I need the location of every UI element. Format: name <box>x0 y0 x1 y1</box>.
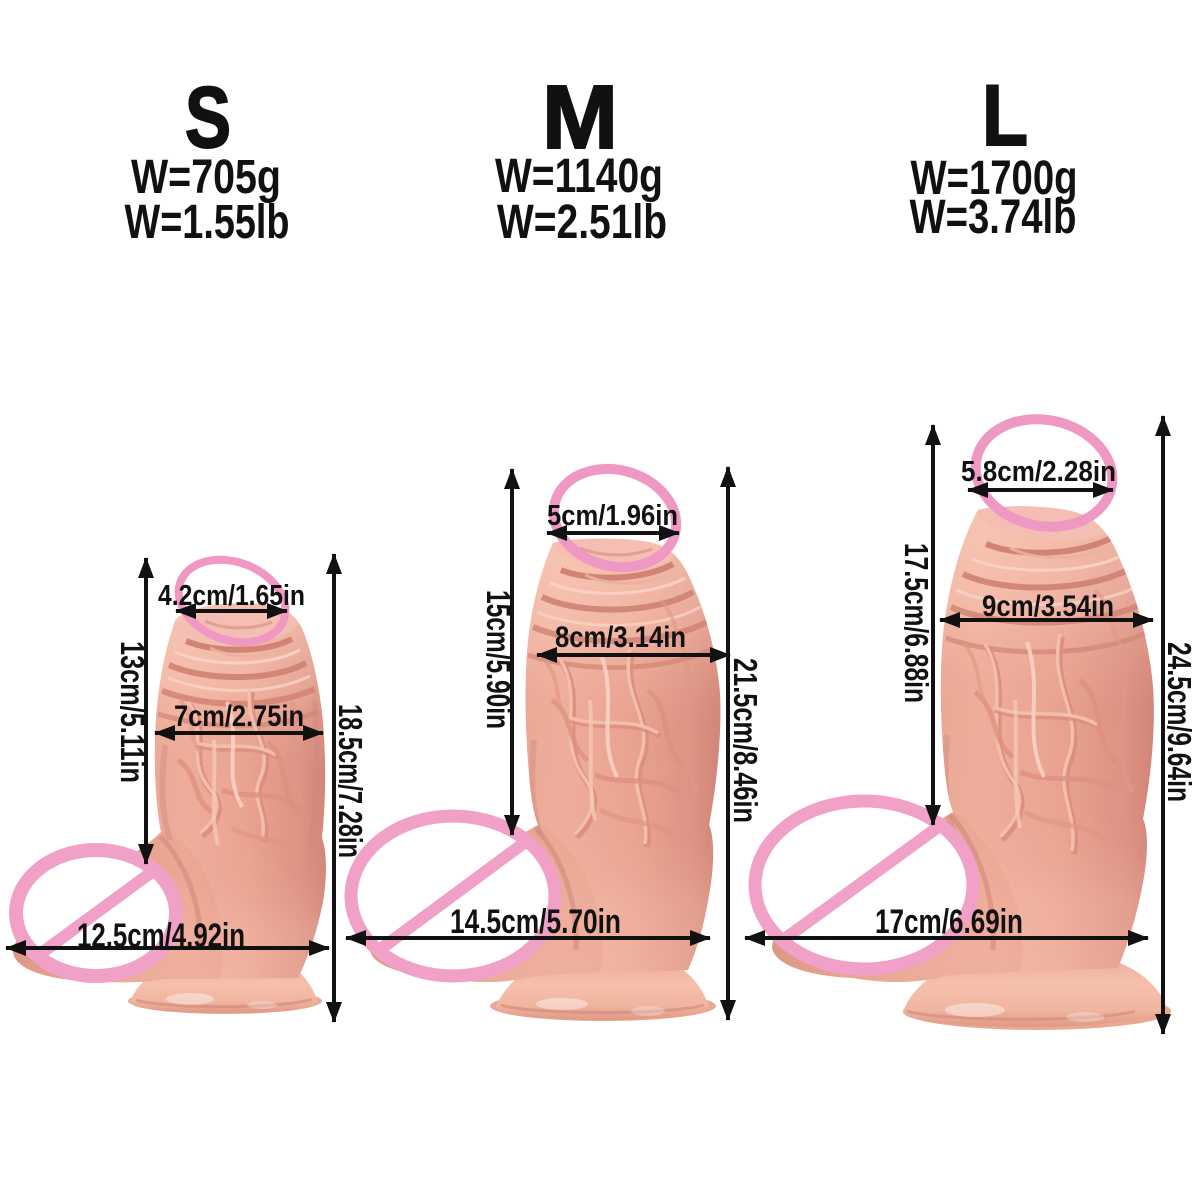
svg-text:W=1700g: W=1700g <box>911 152 1078 205</box>
svg-text:W=3.74lb: W=3.74lb <box>910 191 1077 244</box>
svg-text:12.5cm/4.92in: 12.5cm/4.92in <box>77 917 245 955</box>
svg-text:L: L <box>982 68 1028 164</box>
svg-text:5cm/1.96in: 5cm/1.96in <box>547 500 678 532</box>
svg-text:M: M <box>542 68 618 168</box>
svg-text:W=1140g: W=1140g <box>495 150 663 203</box>
svg-text:7cm/2.75in: 7cm/2.75in <box>174 700 304 733</box>
svg-text:W=705g: W=705g <box>131 151 281 204</box>
svg-text:21.5cm/8.46in: 21.5cm/8.46in <box>727 658 764 823</box>
svg-text:8cm/3.14in: 8cm/3.14in <box>555 621 686 654</box>
svg-text:9cm/3.54in: 9cm/3.54in <box>982 590 1114 623</box>
svg-text:18.5cm/7.28in: 18.5cm/7.28in <box>332 704 369 858</box>
svg-text:14.5cm/5.70in: 14.5cm/5.70in <box>450 903 621 941</box>
svg-text:17cm/6.69in: 17cm/6.69in <box>875 903 1023 941</box>
svg-text:15cm/5.90in: 15cm/5.90in <box>480 590 517 729</box>
svg-text:13cm/5.11in: 13cm/5.11in <box>114 641 151 783</box>
svg-text:4.2cm/1.65in: 4.2cm/1.65in <box>158 580 305 612</box>
svg-text:24.5cm/9.64in: 24.5cm/9.64in <box>1161 642 1198 802</box>
svg-text:17.5cm/6.88in: 17.5cm/6.88in <box>898 543 935 703</box>
svg-text:5.8cm/2.28in: 5.8cm/2.28in <box>961 456 1116 488</box>
svg-text:S: S <box>185 70 231 166</box>
svg-text:W=2.51lb: W=2.51lb <box>497 196 667 249</box>
svg-text:W=1.55lb: W=1.55lb <box>125 196 290 249</box>
